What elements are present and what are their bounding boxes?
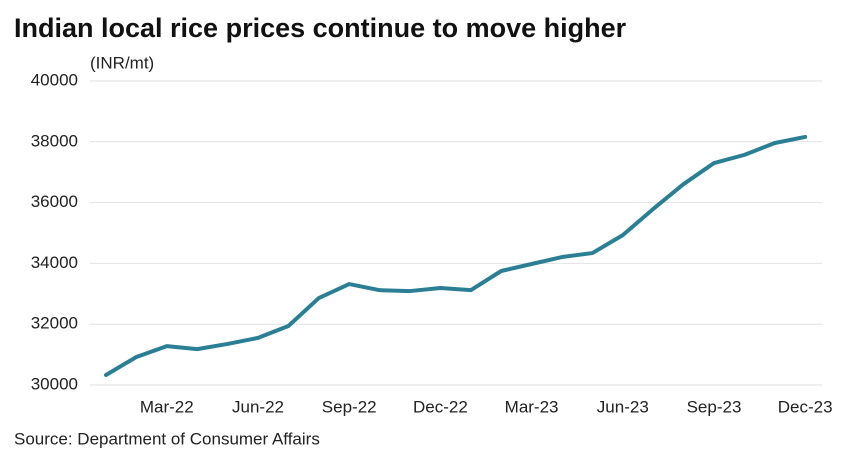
chart-title: Indian local rice prices continue to mov… xyxy=(14,13,627,43)
x-tick-label: Jun-23 xyxy=(597,397,649,416)
data-line xyxy=(104,134,808,377)
y-tick-label: 34000 xyxy=(31,253,78,272)
source-note: Source: Department of Consumer Affairs xyxy=(14,429,320,448)
y-tick-label: 36000 xyxy=(31,192,78,211)
x-tick-label: Mar-22 xyxy=(140,397,194,416)
x-tick-label: Sep-23 xyxy=(687,397,742,416)
y-tick-label: 30000 xyxy=(31,374,78,393)
y-axis-label: (INR/mt) xyxy=(90,53,154,72)
y-tick-label: 38000 xyxy=(31,131,78,150)
x-tick-label: Mar-23 xyxy=(505,397,559,416)
x-tick-label: Jun-22 xyxy=(232,397,284,416)
y-tick-label: 40000 xyxy=(31,70,78,89)
x-tick-label: Sep-22 xyxy=(322,397,377,416)
x-tick-label: Dec-22 xyxy=(413,397,468,416)
y-tick-label: 32000 xyxy=(31,314,78,333)
x-tick-label: Dec-23 xyxy=(778,397,833,416)
